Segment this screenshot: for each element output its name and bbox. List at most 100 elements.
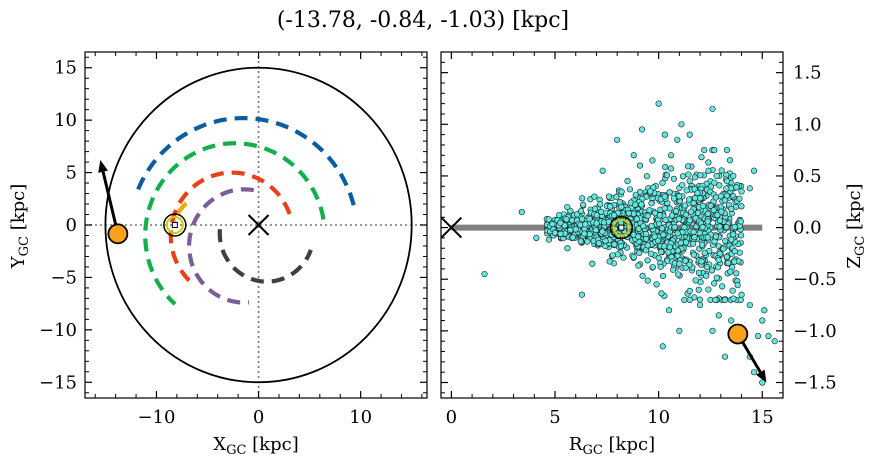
star-point — [722, 237, 729, 245]
star-point — [691, 234, 698, 241]
star-point — [765, 332, 772, 340]
star-point — [705, 286, 712, 293]
star-point — [658, 290, 665, 297]
left-ticks: −10 0 10 −15 −10 −5 0 5 10 15 — [39, 52, 427, 428]
star-point — [723, 185, 730, 192]
star-point — [614, 136, 621, 143]
star-point — [712, 296, 719, 303]
star-point — [715, 256, 722, 264]
right-ytick-label: −0.5 — [793, 269, 837, 290]
star-point — [682, 264, 689, 271]
star-point — [644, 212, 651, 219]
star-point — [682, 239, 690, 246]
star-point — [640, 223, 647, 230]
star-point — [632, 191, 639, 198]
spiral-arm-2 — [143, 141, 326, 306]
star-point — [734, 282, 741, 289]
star-point — [647, 188, 654, 195]
star-point — [662, 216, 669, 224]
star-point — [714, 264, 722, 271]
star-point — [705, 159, 712, 166]
object-marker-left — [107, 223, 129, 245]
left-ytick-label: 0 — [66, 215, 77, 236]
star-point — [707, 202, 714, 209]
star-point — [727, 268, 734, 275]
star-point — [674, 136, 681, 143]
star-point — [636, 249, 643, 257]
star-point — [709, 327, 716, 334]
star-point — [591, 193, 598, 200]
star-point — [563, 216, 570, 223]
star-point — [644, 277, 651, 284]
star-point — [692, 277, 699, 284]
star-point — [690, 251, 697, 258]
star-point — [572, 226, 579, 233]
star-point — [695, 286, 702, 293]
star-point — [759, 317, 766, 324]
left-ytick-label: 15 — [54, 58, 77, 79]
star-point — [589, 260, 596, 267]
star-point — [704, 218, 711, 225]
star-point — [659, 343, 666, 350]
star-point — [701, 147, 708, 154]
star-point — [686, 177, 693, 185]
star-point — [573, 211, 581, 218]
star-point — [599, 228, 606, 235]
star-point — [681, 202, 688, 209]
star-point — [728, 317, 735, 324]
star-point — [649, 263, 656, 271]
star-point — [557, 230, 564, 237]
star-point — [716, 182, 723, 189]
left-xtick-label: −10 — [137, 407, 175, 428]
star-point — [591, 205, 599, 212]
star-point — [696, 301, 704, 309]
star-point — [657, 263, 664, 270]
star-point — [617, 243, 624, 250]
star-point — [607, 203, 614, 210]
star-point — [643, 173, 651, 180]
star-point — [597, 201, 604, 208]
star-point — [662, 164, 669, 171]
star-point — [697, 195, 704, 202]
star-point — [681, 296, 688, 303]
left-panel: −10 0 10 −15 −10 −5 0 5 10 15 XGC [kpc] YGC [kpc] — [8, 51, 428, 458]
star-point — [633, 215, 640, 223]
star-point — [697, 172, 704, 179]
star-point — [656, 212, 663, 219]
star-point — [674, 230, 681, 237]
star-point — [605, 193, 612, 200]
star-point — [620, 254, 627, 261]
star-point — [642, 230, 650, 238]
star-point — [602, 237, 609, 245]
star-point — [723, 147, 730, 154]
star-point — [718, 167, 725, 174]
right-ticks: 0 5 10 15 −1.5 −1.0 −0.5 0.0 0.5 1.0 1.5 — [441, 52, 837, 428]
star-point — [661, 205, 668, 212]
star-point — [703, 263, 711, 271]
star-point — [653, 281, 660, 288]
star-point — [672, 208, 680, 215]
star-point — [654, 237, 662, 244]
star-point — [649, 157, 656, 164]
star-point — [761, 307, 768, 314]
star-point — [737, 296, 744, 303]
star-point — [736, 249, 743, 256]
star-point — [685, 171, 692, 178]
star-point — [700, 202, 707, 209]
star-point — [557, 219, 564, 226]
right-ytick-label: 1.5 — [793, 63, 822, 84]
star-point — [729, 231, 737, 238]
star-point — [648, 200, 655, 207]
left-ytick-label: −10 — [39, 320, 77, 341]
sun-yellow-ring-right — [612, 218, 631, 237]
star-point — [639, 272, 646, 279]
star-point — [667, 165, 674, 172]
left-xtick-label: 0 — [253, 407, 264, 428]
star-point — [723, 223, 730, 231]
left-plot-content — [85, 52, 427, 398]
galaxy-boundary-circle — [104, 66, 413, 384]
star-point — [698, 154, 705, 161]
star-point — [611, 241, 618, 248]
star-point — [635, 233, 642, 240]
sun-outer-ring-right — [609, 215, 634, 240]
